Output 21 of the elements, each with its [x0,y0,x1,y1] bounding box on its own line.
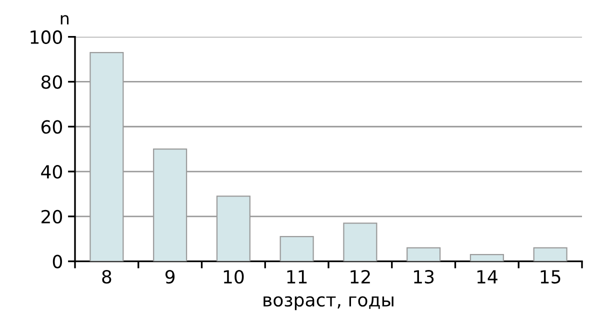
y-tick-label: 100 [30,30,62,44]
bar [470,254,504,262]
x-tick-label: 8 [102,270,112,284]
y-tick-label: 0 [52,254,62,268]
bar [533,247,568,262]
x-axis-title: возраст, годы [264,296,394,310]
x-tick-label: 11 [287,270,307,284]
y-tick-label: 40 [41,164,62,179]
x-tick-label: 14 [477,270,498,284]
bar [280,236,314,262]
x-tick-label: 12 [350,270,370,284]
bar [406,247,441,262]
y-tick-label: 80 [41,75,62,89]
x-tick-label: 15 [540,270,560,284]
x-tick-label: 13 [414,270,434,284]
x-tick-label: 9 [165,270,175,284]
y-tick-label: 60 [41,120,62,134]
y-axis-title: n [60,15,69,24]
bar [343,222,378,262]
y-tick-label: 20 [42,210,62,224]
x-tick-label: 10 [224,270,244,284]
